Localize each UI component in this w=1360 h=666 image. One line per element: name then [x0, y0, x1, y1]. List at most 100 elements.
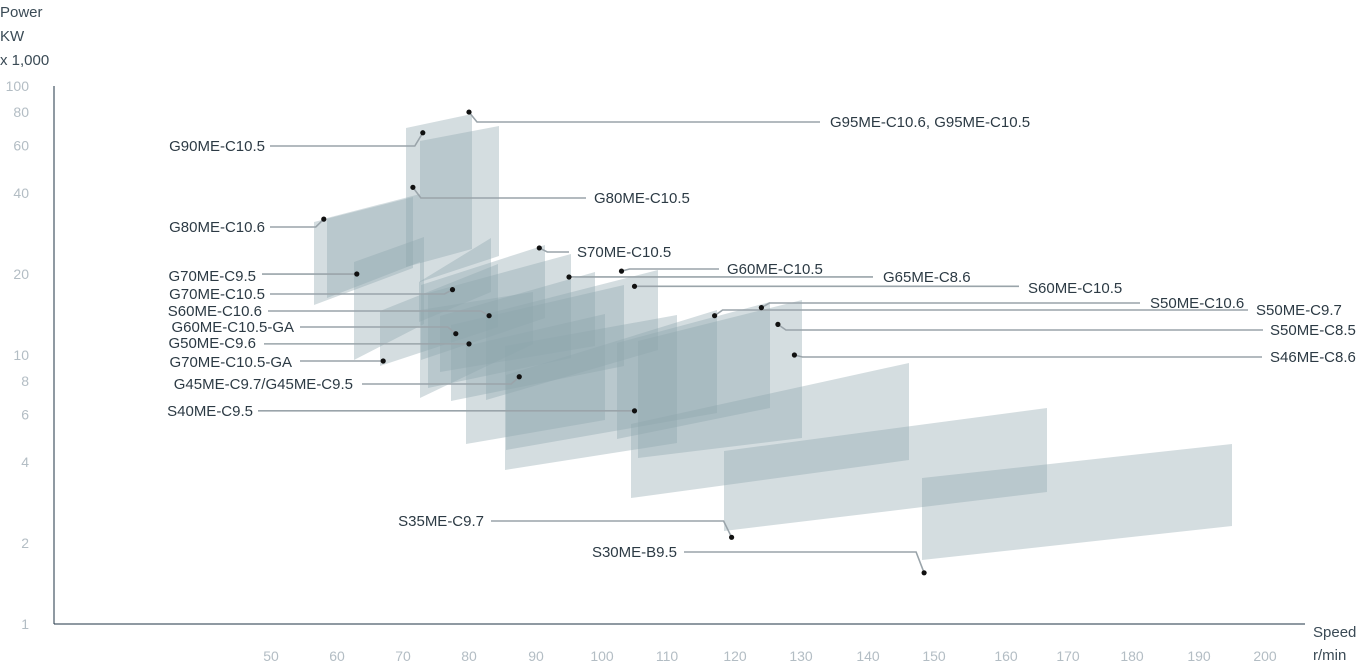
engine-label: S40ME-C9.5: [167, 403, 253, 420]
engine-label: G60ME-C10.5-GA: [171, 319, 294, 336]
leader-line: [491, 520, 733, 538]
leader-line: [412, 186, 586, 199]
leader-line: [268, 310, 490, 317]
x-tick-label: 130: [789, 648, 813, 664]
x-tick-labels: 50 60 70 80 90 100 110 120 130 140 150 160 170 180 190…: [263, 648, 1277, 664]
engine-points: [321, 109, 927, 576]
y-axis-title: Power KW x 1,000: [0, 4, 49, 69]
engine-layout-area: [451, 285, 624, 401]
y-axis-title-line: KW: [0, 28, 25, 45]
y-axis-title-line: x 1,000: [0, 52, 49, 69]
x-tick-label: 200: [1253, 648, 1277, 664]
x-tick-label: 120: [723, 648, 747, 664]
leader-line: [270, 132, 424, 147]
engine-layout-area: [327, 194, 420, 298]
y-tick-label: 10: [13, 347, 29, 363]
leader-line: [777, 323, 1263, 331]
engine-layout-area: [505, 315, 677, 470]
engine-label: G80ME-C10.6: [169, 219, 265, 236]
engine-point: [791, 352, 798, 358]
x-axis-title-line: Speed: [1313, 624, 1356, 641]
y-tick-label: 100: [6, 78, 30, 94]
engine-label: G80ME-C10.5: [594, 190, 690, 207]
leader-line: [794, 354, 1262, 358]
leader-line: [621, 268, 719, 272]
engine-layout-area: [724, 408, 1047, 531]
leader-line: [714, 309, 1248, 317]
engine-point: [321, 216, 327, 222]
y-tick-label: 6: [21, 407, 29, 423]
y-tick-label: 20: [13, 266, 29, 282]
x-axis-title: Speed r/min: [1313, 624, 1356, 664]
engine-layout-area: [922, 444, 1232, 560]
engine-label: S30ME-B9.5: [592, 544, 677, 561]
leader-line: [538, 247, 569, 253]
engine-layout-area: [428, 254, 571, 388]
leader-lines: [258, 111, 1263, 574]
engine-point: [712, 313, 718, 319]
engine-layout-area: [380, 264, 498, 366]
engine-label: G70ME-C10.5-GA: [169, 354, 292, 371]
engine-point: [516, 374, 522, 380]
engine-layout-area: [354, 237, 424, 360]
engine-point: [758, 305, 765, 311]
x-tick-label: 100: [590, 648, 614, 664]
engine-labels: G95ME-C10.6, G95ME-C10.5 G90ME-C10.5 G80ME…: [167, 114, 1356, 561]
engine-layout-area: [420, 292, 533, 398]
y-tick-label: 80: [13, 104, 29, 120]
engine-label: G45ME-C9.7/G45ME-C9.5: [174, 376, 353, 393]
x-tick-label: 170: [1056, 648, 1080, 664]
y-tick-labels: 1 2 4 6 8 10 20 40 60 80 100: [6, 78, 30, 632]
x-tick-label: 90: [528, 648, 544, 664]
leader-line: [760, 302, 1140, 309]
x-tick-label: 140: [856, 648, 880, 664]
y-tick-label: 4: [21, 454, 29, 470]
x-tick-label: 60: [329, 648, 345, 664]
engine-layout-areas: [314, 114, 1232, 560]
engine-label: G50ME-C9.6: [168, 335, 256, 352]
axes: [53, 86, 1305, 625]
engine-label: G70ME-C9.5: [168, 268, 256, 285]
leader-line: [362, 376, 520, 385]
engine-label: S50ME-C9.7: [1256, 302, 1342, 319]
engine-label: S70ME-C10.5: [577, 244, 671, 261]
engine-point: [410, 184, 416, 190]
engine-label: G60ME-C10.5: [727, 261, 823, 278]
engine-point: [449, 287, 456, 293]
engine-label: S50ME-C10.6: [1150, 295, 1244, 312]
engine-label: S60ME-C10.6: [168, 303, 262, 320]
engine-label: G90ME-C10.5: [169, 138, 265, 155]
x-tick-label: 50: [263, 648, 279, 664]
y-tick-label: 2: [21, 535, 29, 551]
engine-point: [486, 313, 492, 319]
engine-layout-area: [419, 238, 491, 322]
engine-point: [775, 321, 781, 327]
engine-point: [566, 274, 572, 280]
engine-label: G70ME-C10.5: [169, 286, 265, 303]
x-tick-label: 180: [1120, 648, 1144, 664]
engine-layout-area: [440, 272, 595, 372]
leader-line: [684, 551, 925, 574]
engine-point: [729, 534, 735, 540]
x-axis-title-line: r/min: [1313, 647, 1346, 664]
engine-point: [618, 268, 625, 274]
x-tick-label: 110: [656, 648, 679, 664]
engine-layout-area: [486, 270, 658, 400]
engine-label: S35ME-C9.7: [398, 513, 484, 530]
engine-point: [921, 570, 927, 576]
engine-layout-area: [420, 126, 499, 282]
engine-point: [380, 358, 386, 364]
x-tick-label: 70: [395, 648, 411, 664]
engine-label: G65ME-C8.6: [883, 269, 971, 286]
y-tick-label: 40: [13, 185, 29, 201]
y-tick-label: 60: [13, 138, 29, 154]
engine-layout-area: [631, 363, 909, 498]
engine-point: [466, 109, 472, 115]
engine-label: S46ME-C8.6: [1270, 349, 1356, 366]
leader-line: [468, 111, 820, 123]
y-tick-label: 1: [21, 616, 29, 632]
x-tick-label: 190: [1187, 648, 1211, 664]
engine-label: S60ME-C10.5: [1028, 280, 1122, 297]
y-axis-title-line: Power: [0, 4, 43, 21]
